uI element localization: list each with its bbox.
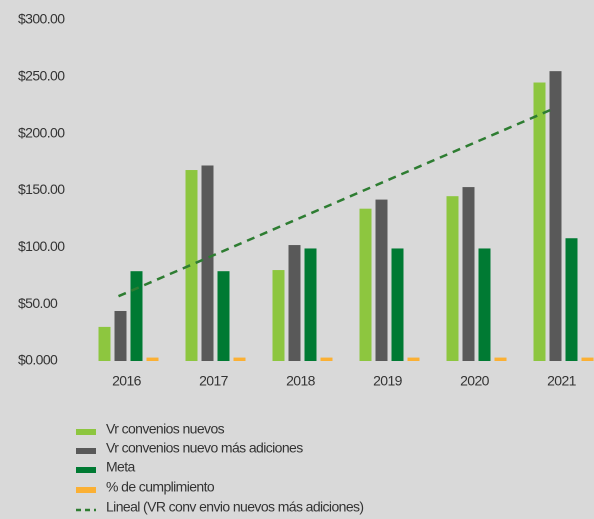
- bar: [581, 357, 594, 361]
- bar: [391, 248, 404, 361]
- bar: [375, 199, 388, 361]
- bar: [217, 271, 230, 361]
- bar: [130, 271, 143, 361]
- y-tick-label: $100.00: [18, 238, 65, 254]
- legend-label: Lineal (VR conv envio nuevos más adicion…: [106, 499, 363, 515]
- bar: [304, 248, 317, 361]
- x-tick-label: 2017: [199, 373, 229, 389]
- bar: [359, 208, 372, 361]
- bar: [98, 326, 111, 361]
- bar: [233, 357, 246, 361]
- bar: [185, 170, 198, 361]
- bar: [533, 82, 546, 362]
- x-tick-label: 2016: [112, 373, 142, 389]
- x-tick-label: 2021: [547, 373, 577, 389]
- bar: [272, 270, 285, 361]
- bar: [446, 196, 459, 361]
- legend-label: % de cumplimiento: [106, 479, 215, 495]
- legend-label: Vr convenios nuevo más adiciones: [106, 440, 303, 456]
- bar: [462, 187, 475, 361]
- y-tick-label: $250.00: [18, 68, 65, 84]
- legend-swatch: [76, 467, 96, 473]
- bar: [201, 165, 214, 361]
- bar: [549, 71, 562, 362]
- legend-swatch: [76, 448, 96, 454]
- bar: [565, 238, 578, 361]
- legend-label: Vr convenios nuevos: [106, 421, 225, 437]
- bar: [320, 357, 333, 361]
- bar: [494, 357, 507, 361]
- x-tick-label: 2020: [460, 373, 490, 389]
- x-tick-label: 2019: [373, 373, 403, 389]
- legend-swatch: [76, 487, 96, 493]
- y-tick-label: $300.00: [18, 11, 65, 27]
- y-tick-label: $200.00: [18, 124, 65, 140]
- legend-swatch: [76, 429, 96, 435]
- bar: [288, 245, 301, 361]
- trend-line: [118, 107, 554, 298]
- y-tick-label: $150.00: [18, 181, 65, 197]
- bar: [407, 357, 420, 361]
- legend-label: Meta: [106, 459, 136, 475]
- y-tick-label: $0.000: [18, 352, 58, 368]
- y-tick-label: $50.00: [18, 295, 58, 311]
- bar: [478, 248, 491, 361]
- x-tick-label: 2018: [286, 373, 316, 389]
- bar: [114, 310, 127, 361]
- bar: [146, 357, 159, 361]
